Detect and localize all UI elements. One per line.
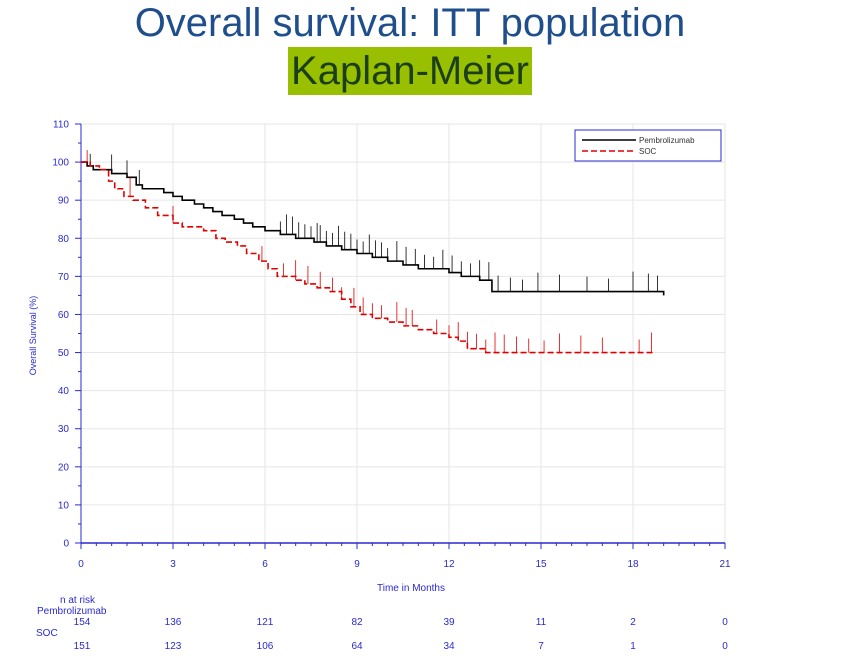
y-tick-label: 100 [52,158,69,169]
y-tick-label: 70 [58,272,70,283]
y-tick-label: 0 [63,539,69,550]
risk-row-label: SOC [36,628,58,639]
x-tick-label: 18 [627,559,639,570]
risk-value: 136 [165,617,182,628]
x-tick-label: 6 [262,559,268,570]
y-tick-label: 30 [58,424,70,435]
survival-curve-pembrolizumab [81,161,665,296]
risk-value: 1 [630,641,636,652]
chart-legend: Pembrolizumab SOC [574,129,722,162]
y-tick-label: 20 [58,462,70,473]
risk-value: 0 [722,641,728,652]
risk-value: 106 [257,641,274,652]
risk-value: 123 [165,641,182,652]
y-tick-label: 50 [58,348,70,359]
risk-table-header: n at risk [60,595,96,606]
chart-labels: 0 10 20 30 40 50 60 70 80 90 100 110 0 3 6 9 12 15 18 21 Tim… [28,120,731,595]
legend-label: Pembrolizumab [639,136,695,145]
slide-subtitle-wrap: Kaplan-Meier [0,47,820,95]
chart-axes [75,123,726,549]
risk-value: 0 [722,617,728,628]
risk-value: 154 [74,617,91,628]
risk-value: 64 [351,641,363,652]
risk-value: 7 [538,641,544,652]
risk-value: 34 [443,641,455,652]
y-tick-label: 40 [58,386,70,397]
slide-title: Overall survival: ITT population [134,1,686,45]
risk-value: 39 [443,617,455,628]
x-tick-label: 21 [719,559,731,570]
risk-value: 11 [536,617,547,628]
risk-value: 151 [74,641,91,652]
x-tick-label: 0 [78,559,84,570]
x-tick-label: 15 [535,559,547,570]
x-tick-label: 3 [170,559,176,570]
legend-box [574,129,722,162]
chart-curves [81,150,665,354]
y-tick-label: 90 [58,196,70,207]
risk-value: 121 [257,617,274,628]
survival-curve-soc [81,161,655,354]
y-tick-label: 110 [53,120,69,131]
legend-label: SOC [639,147,657,156]
y-axis-title: Overall Survival (%) [28,296,38,376]
y-tick-label: 60 [58,310,70,321]
chart-grid [81,123,726,543]
x-axis-title: Time in Months [377,583,445,594]
y-tick-label: 80 [58,234,70,245]
risk-value: 82 [351,617,363,628]
risk-value: 2 [630,617,636,628]
slide-subtitle: Kaplan-Meier [288,47,532,95]
x-tick-label: 9 [354,559,360,570]
x-tick-label: 12 [443,559,455,570]
risk-row-label: Pembrolizumab [37,606,107,617]
y-tick-label: 10 [58,500,70,511]
